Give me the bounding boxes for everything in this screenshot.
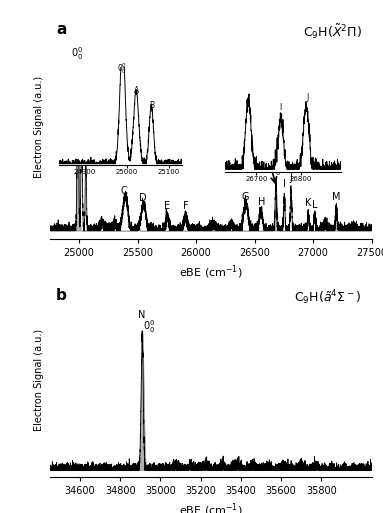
Text: A: A bbox=[78, 114, 85, 124]
Text: F: F bbox=[183, 202, 188, 211]
Text: K: K bbox=[305, 198, 311, 208]
X-axis label: eBE (cm$^{-1}$): eBE (cm$^{-1}$) bbox=[179, 263, 242, 281]
Text: N: N bbox=[137, 310, 145, 320]
Text: a: a bbox=[56, 22, 67, 37]
Y-axis label: Electron Signal (a.u.): Electron Signal (a.u.) bbox=[34, 76, 44, 178]
Text: L: L bbox=[312, 200, 318, 210]
Text: C$_9$H($\tilde{X}$$^2\Pi$): C$_9$H($\tilde{X}$$^2\Pi$) bbox=[303, 22, 362, 41]
Text: D: D bbox=[139, 193, 147, 204]
Text: C: C bbox=[121, 186, 128, 195]
Text: H: H bbox=[258, 196, 265, 207]
Y-axis label: Electron Signal (a.u.): Electron Signal (a.u.) bbox=[34, 328, 44, 431]
Text: C$_9$H($\tilde{a}$$^4\Sigma^-$): C$_9$H($\tilde{a}$$^4\Sigma^-$) bbox=[294, 288, 362, 307]
Text: I: I bbox=[283, 179, 286, 189]
Text: $0^0_0$: $0^0_0$ bbox=[71, 45, 83, 62]
Text: $0^0_0$: $0^0_0$ bbox=[143, 318, 155, 335]
Text: J: J bbox=[290, 173, 293, 183]
Text: B: B bbox=[83, 136, 90, 146]
X-axis label: eBE (cm$^{-1}$): eBE (cm$^{-1}$) bbox=[179, 502, 242, 513]
Text: M: M bbox=[332, 192, 340, 202]
Text: E: E bbox=[164, 202, 170, 211]
Text: b: b bbox=[56, 288, 67, 303]
Text: G: G bbox=[241, 192, 249, 202]
Text: $5^1_0$: $5^1_0$ bbox=[268, 161, 281, 178]
